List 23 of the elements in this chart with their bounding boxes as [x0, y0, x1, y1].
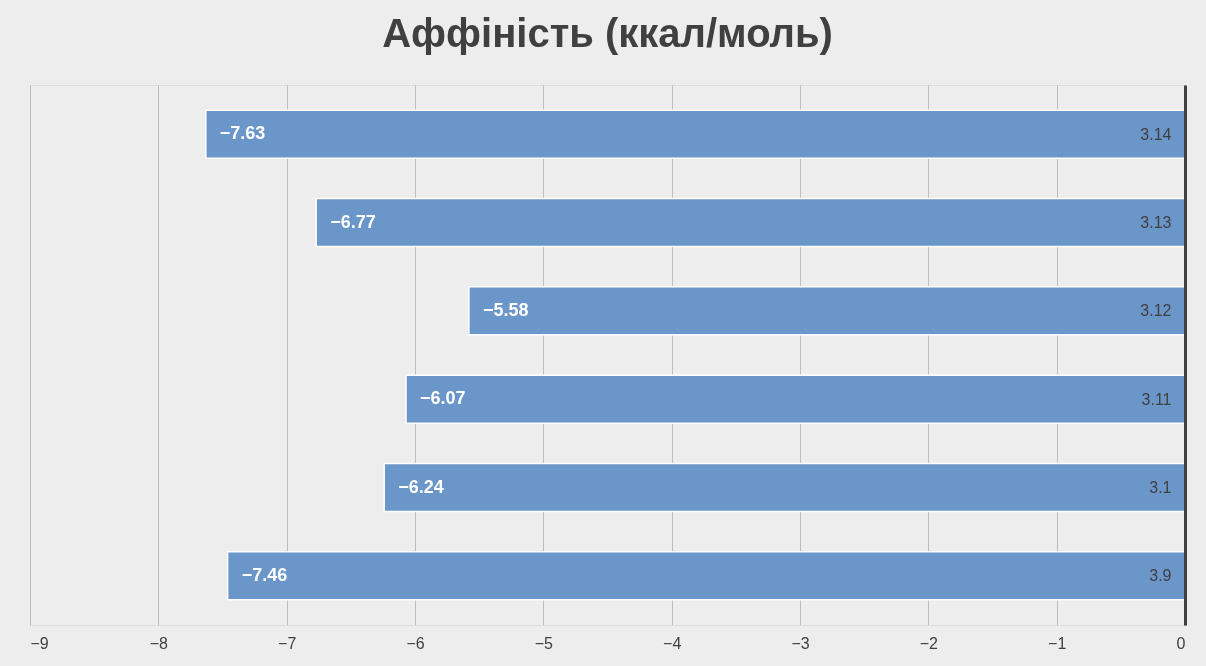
x-tick-label: −9 [30, 634, 49, 652]
y-tick-label: 3.1 [1149, 479, 1172, 496]
y-tick-label: 3.11 [1141, 390, 1172, 408]
x-tick-label: −7 [278, 634, 297, 652]
data-label: −7.63 [219, 123, 266, 144]
y-tick-label: 3.14 [1140, 125, 1172, 143]
x-tick-label: −8 [149, 634, 169, 652]
x-tick-label: −2 [919, 634, 939, 652]
data-label: −7.46 [241, 564, 288, 585]
x-tick-label: −5 [534, 634, 554, 652]
y-tick-label: 3.13 [1140, 214, 1172, 231]
data-label: −6.24 [398, 476, 444, 497]
x-tick-label: −1 [1048, 634, 1067, 652]
x-tick-label: −3 [791, 634, 810, 652]
y-tick-label: 3.9 [1149, 567, 1172, 585]
x-tick-label: −6 [406, 634, 425, 652]
x-tick-label: 0 [1176, 634, 1186, 652]
chart-title: Аффіність (ккал/моль) [382, 11, 833, 55]
y-tick-label: 3.12 [1140, 302, 1172, 320]
data-label: −6.07 [420, 388, 466, 409]
data-label: −5.58 [482, 299, 529, 320]
x-tick-label: −4 [663, 634, 682, 652]
data-label: −6.77 [330, 211, 376, 232]
